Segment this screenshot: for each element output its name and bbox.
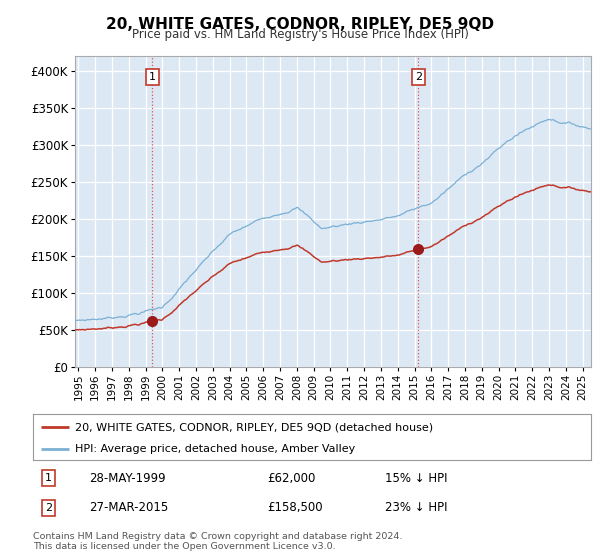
- Text: 20, WHITE GATES, CODNOR, RIPLEY, DE5 9QD: 20, WHITE GATES, CODNOR, RIPLEY, DE5 9QD: [106, 17, 494, 32]
- Text: 20, WHITE GATES, CODNOR, RIPLEY, DE5 9QD (detached house): 20, WHITE GATES, CODNOR, RIPLEY, DE5 9QD…: [75, 422, 433, 432]
- Text: Price paid vs. HM Land Registry's House Price Index (HPI): Price paid vs. HM Land Registry's House …: [131, 28, 469, 41]
- Text: 15% ↓ HPI: 15% ↓ HPI: [385, 472, 447, 485]
- Text: 2: 2: [45, 503, 52, 513]
- Text: 2: 2: [415, 72, 422, 82]
- Text: 1: 1: [45, 473, 52, 483]
- Text: Contains HM Land Registry data © Crown copyright and database right 2024.: Contains HM Land Registry data © Crown c…: [33, 532, 403, 541]
- Text: £158,500: £158,500: [268, 501, 323, 515]
- Text: This data is licensed under the Open Government Licence v3.0.: This data is licensed under the Open Gov…: [33, 542, 335, 550]
- Text: 27-MAR-2015: 27-MAR-2015: [89, 501, 168, 515]
- Text: 28-MAY-1999: 28-MAY-1999: [89, 472, 166, 485]
- Text: 1: 1: [149, 72, 156, 82]
- Text: HPI: Average price, detached house, Amber Valley: HPI: Average price, detached house, Ambe…: [75, 444, 355, 454]
- Text: 23% ↓ HPI: 23% ↓ HPI: [385, 501, 447, 515]
- Text: £62,000: £62,000: [268, 472, 316, 485]
